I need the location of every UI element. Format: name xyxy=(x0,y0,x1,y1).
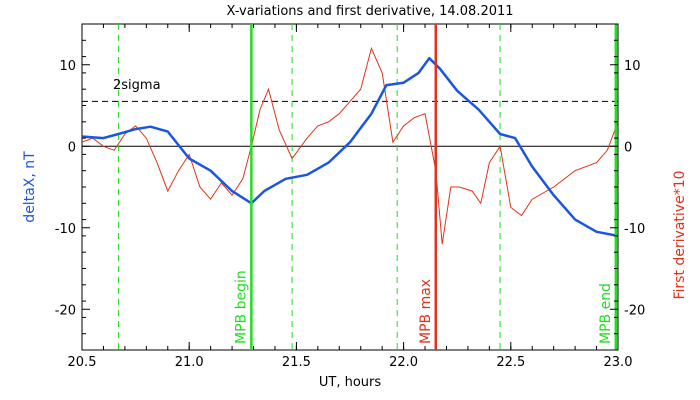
y-tick-label-left: 0 xyxy=(68,140,76,155)
chart-title: X-variations and first derivative, 14.08… xyxy=(226,4,513,19)
plot-frame xyxy=(81,23,619,351)
x-tick-label: 22.5 xyxy=(496,355,525,370)
x-axis-label: UT, hours xyxy=(319,375,381,390)
y-axis-label-left: deltaX, nT xyxy=(22,151,38,223)
series-line-deltax xyxy=(81,56,619,238)
x-tick-label: 23.0 xyxy=(604,355,633,370)
y-tick-label-right: -20 xyxy=(624,303,645,318)
y-tick-label-left: -10 xyxy=(55,222,76,237)
series-line-derivative xyxy=(81,46,619,245)
x-tick-label: 21.5 xyxy=(282,355,311,370)
x-tick-label: 21.0 xyxy=(175,355,204,370)
x-tick-label: 20.5 xyxy=(68,355,97,370)
event-markers: MPB begin MPB max MPB end xyxy=(233,24,618,350)
y-tick-label-right: 10 xyxy=(624,59,641,74)
reference-lines xyxy=(82,24,618,350)
event-marker-label: MPB begin xyxy=(233,270,249,344)
y-tick-label-left: -20 xyxy=(55,303,76,318)
y-tick-label-right: 0 xyxy=(624,140,632,155)
sigma-label: 2sigma xyxy=(113,78,161,93)
y-axis-label-right: First derivative*10 xyxy=(672,170,688,299)
y-tick-label-right: -10 xyxy=(624,222,645,237)
y-tick-label-left: 10 xyxy=(59,59,76,74)
event-marker-label: MPB end xyxy=(598,283,614,344)
event-marker-label: MPB max xyxy=(418,279,434,344)
axis-ticks: 20.5 21.0 21.5 22.0 22.5 23.0 -20 -20 -10 -10 0 0 10… xyxy=(55,23,645,370)
series-lines xyxy=(81,46,619,245)
x-tick-label: 22.0 xyxy=(389,355,418,370)
